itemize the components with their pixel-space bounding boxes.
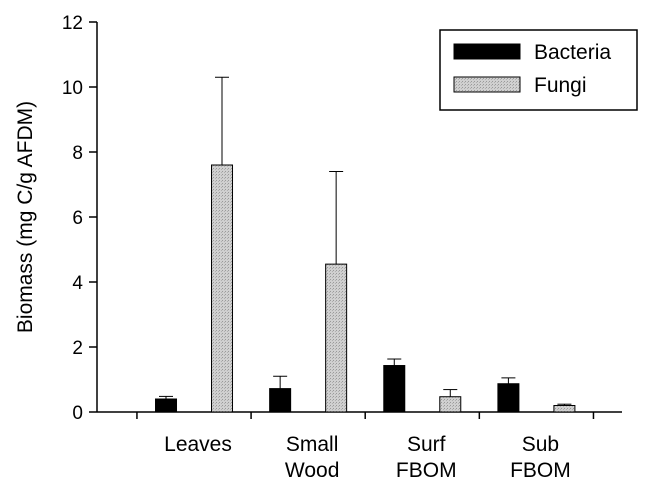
y-tick-label: 2 bbox=[72, 338, 83, 359]
y-tick-label: 4 bbox=[72, 273, 83, 294]
bar-bacteria bbox=[269, 388, 292, 413]
y-tick-label: 6 bbox=[72, 208, 83, 229]
bar-fungi bbox=[211, 164, 234, 413]
x-category-label: Sub bbox=[522, 433, 559, 456]
bar-fungi bbox=[553, 405, 576, 413]
x-category-label: FBOM bbox=[396, 459, 457, 482]
y-axis-title: Biomass (mg C/g AFDM) bbox=[14, 101, 37, 333]
y-tick-label: 12 bbox=[62, 13, 83, 34]
error-bars bbox=[159, 76, 572, 406]
legend-swatch-bacteria bbox=[453, 43, 521, 60]
legend-swatch-fungi bbox=[453, 76, 521, 93]
legend-label-bacteria: Bacteria bbox=[534, 41, 611, 64]
bar-bacteria bbox=[383, 365, 406, 413]
legend: Bacteria Fungi bbox=[439, 29, 638, 111]
x-category-label: FBOM bbox=[510, 459, 571, 482]
bar-fungi bbox=[439, 396, 462, 413]
y-ticks: 0 2 4 6 8 10 12 bbox=[62, 13, 97, 424]
x-category-label: Leaves bbox=[164, 433, 232, 456]
x-category-label: Wood bbox=[285, 459, 339, 482]
bar-bacteria bbox=[497, 383, 520, 413]
x-category-labels: Leaves Small Wood Surf FBOM Sub FBOM bbox=[164, 433, 571, 482]
bar-fungi bbox=[325, 263, 348, 413]
legend-box bbox=[439, 29, 638, 111]
legend-label-fungi: Fungi bbox=[534, 74, 587, 97]
y-tick-label: 0 bbox=[72, 403, 83, 424]
x-category-label: Surf bbox=[407, 433, 446, 456]
y-tick-label: 10 bbox=[62, 78, 83, 99]
x-category-label: Small bbox=[286, 433, 339, 456]
y-tick-label: 8 bbox=[72, 143, 83, 164]
bar-bacteria bbox=[155, 398, 178, 413]
bars bbox=[155, 164, 576, 413]
